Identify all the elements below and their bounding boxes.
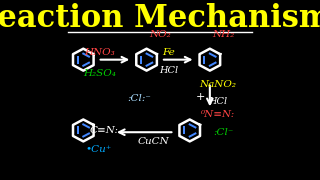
Text: H₂SO₄: H₂SO₄ [83, 69, 116, 78]
Text: NaNO₂: NaNO₂ [199, 80, 236, 89]
Text: C≡N:: C≡N: [90, 126, 119, 135]
Text: ⁰N≡N:: ⁰N≡N: [200, 110, 235, 119]
Text: +: + [196, 92, 205, 102]
Text: Reaction Mechanisms: Reaction Mechanisms [0, 3, 320, 34]
Text: :Cl:⁻: :Cl:⁻ [127, 94, 151, 103]
Text: CuCN: CuCN [137, 137, 169, 146]
Text: HCl: HCl [208, 97, 227, 106]
Text: :Cl⁻: :Cl⁻ [213, 128, 234, 137]
Text: •Cu⁺: •Cu⁺ [85, 145, 112, 154]
Text: NH₂: NH₂ [212, 30, 235, 39]
Text: Fe: Fe [162, 48, 175, 57]
Text: HNO₃: HNO₃ [84, 48, 115, 57]
Text: HCl: HCl [159, 66, 178, 75]
Text: NO₂: NO₂ [149, 30, 171, 39]
